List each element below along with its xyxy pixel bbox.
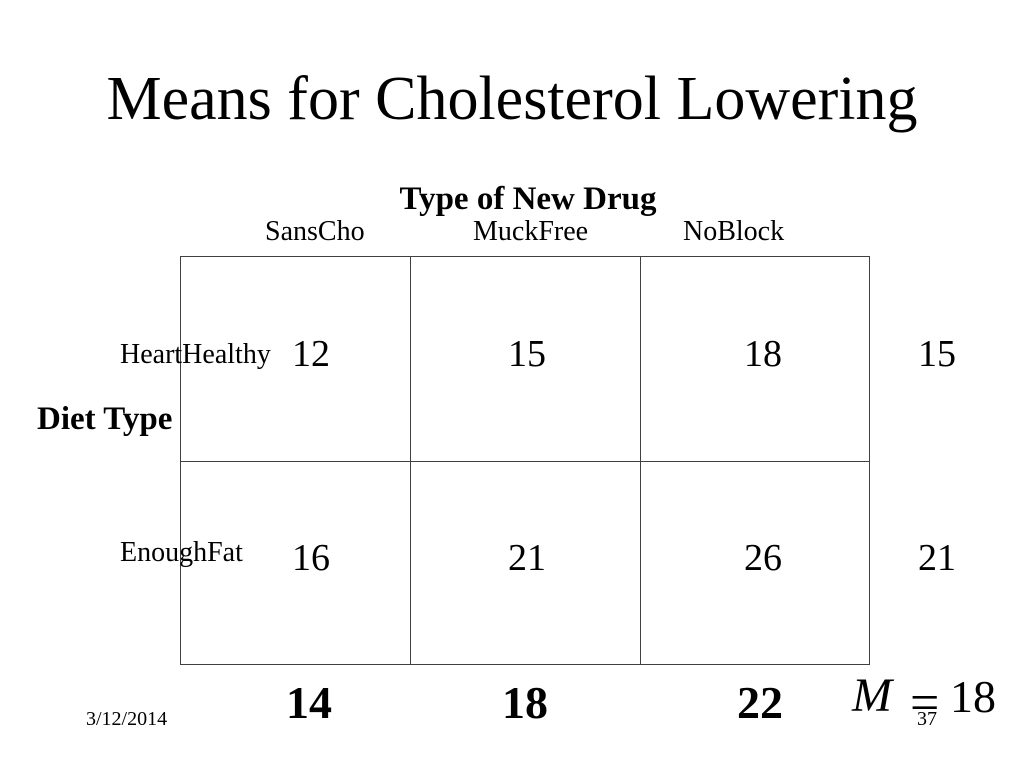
- slide-title: Means for Cholesterol Lowering: [106, 65, 918, 133]
- row-label-enoughfat: EnoughFat: [120, 537, 243, 568]
- column-mean: 18: [502, 677, 548, 728]
- column-header-sanscho: SansCho: [265, 216, 365, 247]
- cell-value: 18: [744, 333, 782, 375]
- grid-divider-horizontal: [180, 461, 870, 462]
- cell-value: 26: [744, 537, 782, 579]
- grid-divider-vertical: [640, 256, 641, 665]
- column-mean: 14: [286, 677, 332, 728]
- grand-mean-equals: =: [910, 675, 940, 732]
- page-number: 37: [917, 708, 937, 730]
- row-mean: 21: [918, 537, 956, 579]
- cell-value: 16: [292, 537, 330, 579]
- grand-mean-value: 18: [950, 671, 996, 722]
- grid-divider-vertical: [410, 256, 411, 665]
- cell-value: 12: [292, 333, 330, 375]
- row-group-label: Diet Type: [37, 401, 173, 437]
- cell-value: 21: [508, 537, 546, 579]
- column-mean: 22: [737, 677, 783, 728]
- grand-mean-symbol: M: [852, 669, 892, 722]
- cell-value: 15: [508, 333, 546, 375]
- row-mean: 15: [918, 333, 956, 375]
- column-group-label: Type of New Drug: [399, 181, 657, 217]
- table-grid: [180, 256, 870, 665]
- column-header-noblock: NoBlock: [683, 216, 785, 247]
- footer-date: 3/12/2014: [86, 708, 168, 730]
- row-label-hearthealthy: HeartHealthy: [120, 339, 271, 370]
- column-header-muckfree: MuckFree: [473, 216, 589, 247]
